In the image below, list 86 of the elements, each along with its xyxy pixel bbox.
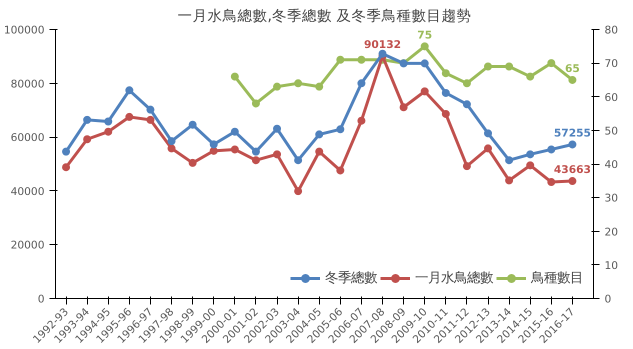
chart-title: 一月水鳥總數,冬季總數 及冬季鳥種數目趨勢: [177, 8, 472, 24]
y2-tick-label: 50: [604, 124, 618, 138]
point: [442, 69, 450, 78]
point: [273, 124, 282, 133]
point: [442, 88, 450, 97]
point: [62, 148, 70, 156]
point: [188, 158, 197, 167]
point: [336, 166, 344, 174]
point: [484, 144, 492, 152]
point: [294, 156, 302, 164]
point: [294, 187, 302, 196]
y2-tick-label: 80: [604, 24, 618, 36]
y2-tick-label: 0: [604, 292, 612, 306]
point: [484, 62, 492, 70]
point: [273, 82, 282, 91]
y-tick-label: 80000: [10, 77, 45, 90]
point: [125, 112, 134, 121]
point: [315, 82, 324, 91]
point: [462, 100, 471, 108]
point: [125, 86, 134, 94]
point: [230, 72, 239, 81]
point: [568, 140, 576, 148]
point: [336, 56, 344, 64]
point: [168, 137, 176, 146]
y-tick-label: 0: [38, 292, 45, 306]
data-label: 57255: [554, 126, 591, 140]
legend-label: 一月水鳥總數: [415, 270, 493, 287]
y2-tick-label: 60: [604, 90, 618, 104]
legend-label: 鳥種數目: [531, 270, 583, 287]
point: [230, 145, 239, 154]
point: [252, 148, 260, 156]
data-label: 90132: [364, 38, 402, 52]
point: [505, 156, 514, 164]
y2-tick-label: 70: [604, 57, 618, 70]
point: [357, 116, 366, 125]
data-label: 75: [417, 28, 432, 42]
point: [336, 125, 344, 134]
point: [146, 106, 154, 114]
point: [400, 103, 408, 112]
point: [505, 62, 514, 70]
y-tick-label: 60000: [10, 131, 45, 144]
point: [315, 130, 324, 138]
point: [315, 148, 324, 156]
point: [547, 178, 556, 186]
point: [83, 116, 92, 124]
point: [357, 79, 366, 88]
point: [505, 176, 514, 184]
point: [442, 110, 450, 118]
point: [420, 42, 429, 50]
point: [462, 162, 471, 170]
point: [210, 140, 218, 148]
y-tick-label: 20000: [10, 238, 45, 252]
point: [230, 128, 239, 136]
data-label: 65: [564, 62, 580, 75]
legend-label: 冬季總數: [325, 270, 377, 287]
y2-tick-label: 30: [604, 192, 618, 205]
point: [168, 144, 176, 152]
y2-tick-label: 40: [604, 158, 618, 171]
point: [526, 161, 534, 170]
point: [547, 59, 556, 68]
point: [273, 150, 282, 158]
point: [104, 118, 112, 126]
y2-tick-label: 20: [604, 225, 618, 238]
point: [252, 99, 260, 108]
point: [420, 87, 429, 96]
y2-tick-label: 10: [604, 258, 618, 272]
data-label: 43663: [554, 163, 591, 176]
point: [83, 135, 92, 144]
point: [568, 177, 576, 186]
point: [526, 72, 534, 81]
point: [378, 50, 387, 58]
point: [294, 79, 302, 88]
point: [484, 129, 492, 138]
point: [526, 150, 534, 158]
y-tick-label: 100000: [4, 24, 45, 36]
y-tick-label: 40000: [10, 184, 45, 198]
point: [146, 116, 154, 124]
point: [547, 145, 556, 154]
point: [420, 59, 429, 68]
point: [104, 128, 112, 136]
point: [188, 120, 197, 129]
point: [462, 79, 471, 88]
point: [357, 56, 366, 64]
point: [252, 156, 260, 164]
point: [568, 76, 576, 84]
point: [62, 163, 70, 172]
